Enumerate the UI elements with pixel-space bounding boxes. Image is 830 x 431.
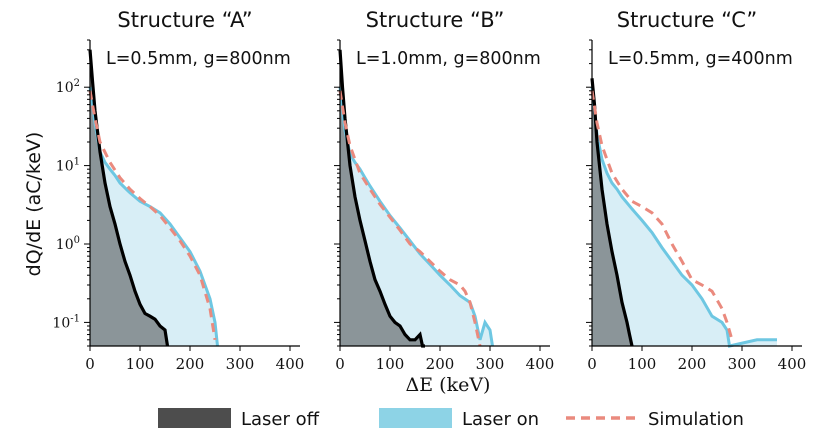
panel-b-laser-on-line	[338, 87, 494, 347]
legend-swatch-laser-on	[379, 408, 452, 428]
panel-a-x-tick-label: 100	[126, 355, 155, 373]
panel-b-x-tick-label: 200	[426, 355, 455, 373]
panel-b-laser-on-fill	[340, 87, 493, 346]
panel-b-x-tick-label: 400	[526, 355, 555, 373]
panel-a-x-tick-label: 0	[85, 355, 95, 373]
panel-a-laser-off-line	[88, 49, 170, 347]
panel-b-laser-off-fill	[340, 49, 425, 347]
y-tick-label: 100	[56, 235, 80, 253]
panel-c-x-tick-label: 100	[628, 355, 657, 373]
panel-a-x-tick-label: 200	[176, 355, 205, 373]
panel-c-title: Structure “C”	[617, 8, 757, 32]
panel-a-simulation-line	[88, 90, 217, 341]
y-tick-labels: 102 101 100 10-1	[52, 78, 80, 331]
panel-c-laser-off-line	[590, 78, 634, 347]
panel-c-laser-on-line	[590, 87, 777, 348]
panel-a: Structure “A” L=0.5mm, g=800nm 0 100 200 300 4…	[84, 8, 304, 373]
panel-b-simulation-line	[338, 90, 482, 347]
panel-c-simulation-line	[590, 90, 734, 341]
panel-a-x-tick-label: 300	[226, 355, 255, 373]
panel-b-title: Structure “B”	[366, 8, 505, 32]
y-tick-label: 10-1	[52, 313, 80, 331]
panel-c-laser-off-fill	[592, 78, 632, 347]
panel-c: Structure “C” L=0.5mm, g=400nm 0 100 200 300 4…	[586, 8, 806, 373]
panel-c-x-tick-label: 300	[728, 355, 757, 373]
legend-label-laser-off: Laser off	[241, 409, 320, 430]
legend-label-laser-on: Laser on	[462, 409, 539, 430]
panel-b-x-tick-label: 100	[376, 355, 405, 373]
panel-b-x-tick-label: 300	[476, 355, 505, 373]
panels: Structure “A” L=0.5mm, g=800nm 0 100 200 300 4…	[52, 8, 806, 373]
panel-c-laser-on-fill	[592, 87, 777, 346]
panel-c-x-tick-label: 0	[587, 355, 597, 373]
panel-a-title: Structure “A”	[117, 8, 252, 32]
panel-b-subtitle: L=1.0mm, g=800nm	[356, 49, 541, 69]
panel-a-x-tick-label: 400	[276, 355, 305, 373]
panel-b: Structure “B” L=1.0mm, g=800nm 0 100 200 300 4…	[334, 8, 554, 373]
legend-swatch-laser-off	[158, 408, 231, 428]
legend-label-simulation: Simulation	[648, 409, 744, 430]
panel-c-x-tick-label: 400	[778, 355, 807, 373]
x-axis-label: ΔE (keV)	[406, 374, 491, 396]
y-tick-label: 102	[56, 78, 80, 96]
panel-c-subtitle: L=0.5mm, g=400nm	[608, 49, 793, 69]
panel-b-laser-off-line	[338, 49, 425, 348]
y-tick-label: 101	[56, 157, 80, 175]
panel-c-x-tick-label: 200	[678, 355, 707, 373]
y-axis-label: dQ/dE (aC/keV)	[23, 132, 45, 277]
panel-a-laser-off-fill	[90, 49, 168, 347]
legend: Laser off Laser on Simulation	[158, 408, 744, 430]
panel-b-x-tick-label: 0	[335, 355, 345, 373]
panel-a-subtitle: L=0.5mm, g=800nm	[106, 49, 291, 69]
